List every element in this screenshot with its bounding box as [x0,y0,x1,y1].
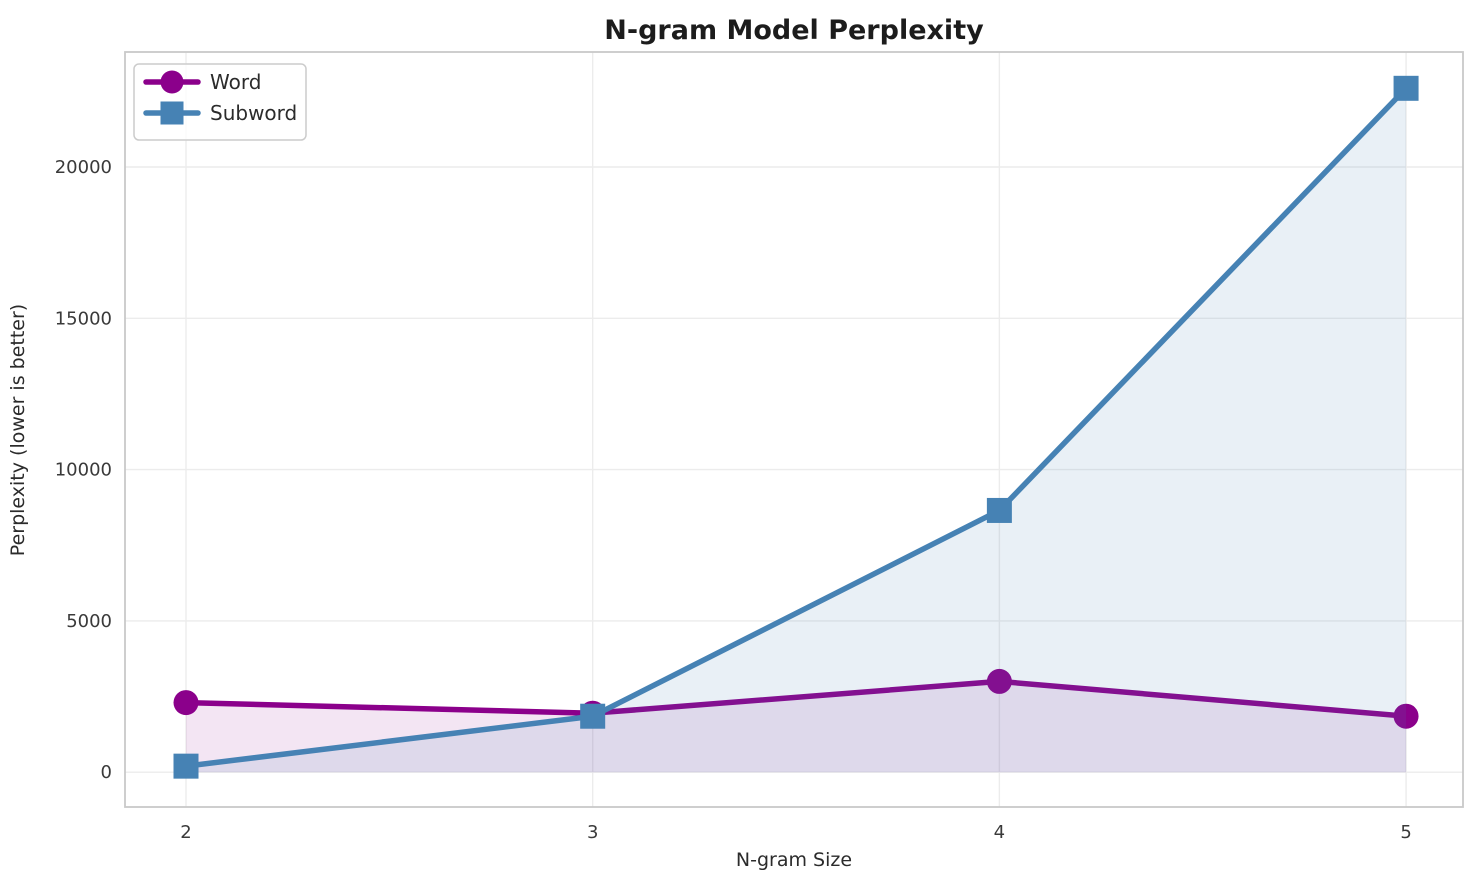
x-tick-label: 3 [587,822,598,843]
legend: Word Subword [133,63,307,141]
y-tick-label: 15000 [55,308,112,329]
y-axis-label: Perplexity (lower is better) [7,304,29,556]
plot-border [124,51,1464,808]
legend-label-word: Word [210,70,261,94]
series-word-marker [986,668,1012,694]
plot-background [125,52,1463,807]
plot-border-rect [124,51,1464,808]
series-word-area [186,681,1407,773]
plot-area [125,52,1463,807]
y-tick-label: 10000 [55,460,112,481]
series-subword-marker [1393,75,1419,101]
series-subword-marker [173,753,199,779]
series-subword-marker [986,497,1012,523]
series-subword-line [183,85,1409,769]
x-tick-label: 2 [180,822,191,843]
data-series [173,75,1419,779]
series-word-line [183,678,1409,719]
legend-label-subword: Subword [210,101,297,125]
legend-marker-word [160,70,184,94]
series-subword-marker [580,703,606,729]
series-subword-area [186,88,1407,773]
x-axis-label: N-gram Size [736,849,852,871]
chart-title: N-gram Model Perplexity [604,15,984,46]
series-word-marker [1393,703,1419,729]
y-tick-label: 20000 [55,157,112,178]
y-tick-label: 5000 [66,611,112,632]
y-tick-label: 0 [101,762,112,783]
legend-marker-subword [160,101,184,125]
x-tick-label: 4 [994,822,1005,843]
series-word-marker [173,690,199,716]
tick-labels: 0 5000 10000 15000 20000 2 3 4 5 [55,157,1412,843]
x-tick-label: 5 [1400,822,1411,843]
gridlines [125,52,1463,807]
